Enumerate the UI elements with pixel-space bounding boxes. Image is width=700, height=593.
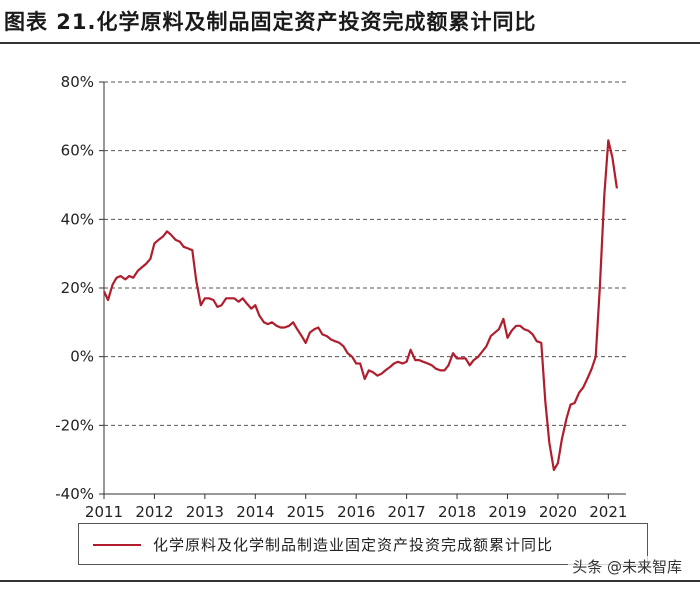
bottom-rule [0,580,700,582]
y-tick-label: 20% [61,279,94,297]
y-tick-label: -20% [55,416,94,434]
legend-swatch [93,544,141,546]
x-tick-label: 2016 [337,503,375,519]
y-tick-label: 60% [61,142,94,160]
y-tick-label: -40% [55,485,94,503]
x-tick-label: 2015 [287,503,325,519]
x-tick-label: 2020 [539,503,577,519]
title-bar: 图表 21.化学原料及制品固定资产投资完成额累计同比 [0,0,700,44]
watermark: 头条 @未来智库 [568,556,686,577]
x-tick-label: 2019 [488,503,526,519]
x-tick-label: 2018 [438,503,476,519]
y-tick-label: 0% [70,348,94,366]
legend: 化学原料及化学制品制造业固定资产投资完成额累计同比 [78,523,648,565]
y-tick-label: 40% [61,210,94,228]
y-tick-label: 80% [61,73,94,91]
x-tick-label: 2021 [589,503,627,519]
x-tick-label: 2013 [186,503,224,519]
x-tick-label: 2012 [135,503,173,519]
figure-title: 图表 21.化学原料及制品固定资产投资完成额累计同比 [4,10,537,34]
series-line [103,139,618,472]
legend-label: 化学原料及化学制品制造业固定资产投资完成额累计同比 [153,536,554,554]
x-tick-label: 2017 [388,503,426,519]
line-chart: -40% -20% 0% 20% 40% 60% 80% 2011 2012 2013 2014 20… [55,73,627,519]
x-tick-label: 2014 [236,503,274,519]
x-tick-label: 2011 [85,503,123,519]
title-rule [0,42,700,44]
